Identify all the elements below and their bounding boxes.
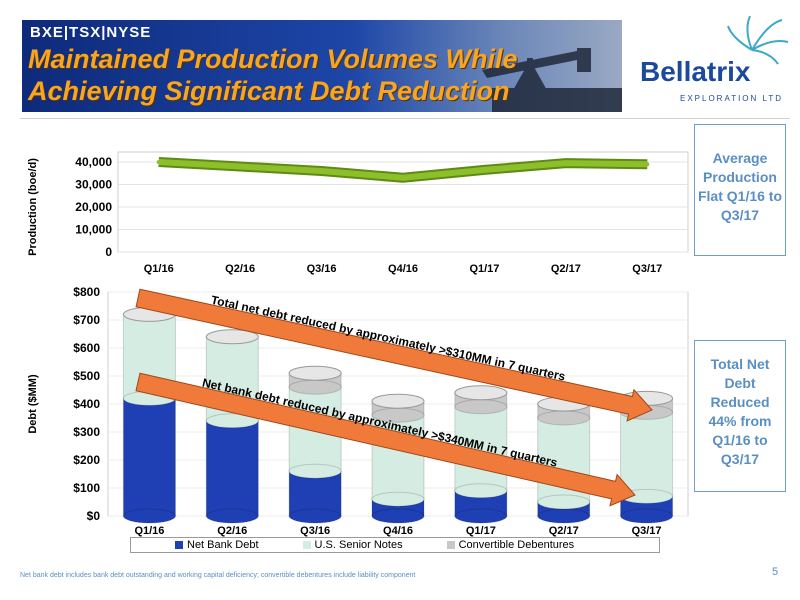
- debt-bar-cap: [620, 508, 674, 524]
- legend-label-converts: Convertible Debentures: [458, 539, 575, 551]
- debt-bar-cap: [122, 508, 176, 524]
- debt-xtick-label: Q2/17: [549, 525, 579, 537]
- page-number: 5: [772, 566, 779, 578]
- oil-pump-silhouette: [482, 48, 622, 112]
- debt-ytick-label: $800: [73, 285, 100, 299]
- debt-xtick-label: Q1/16: [134, 525, 164, 537]
- production-chart: 0 10,000 20,000 30,000 40,000 Q1/16 Q2/16 Q3/16…: [27, 151, 689, 275]
- footnote: Net bank debt includes bank debt outstan…: [20, 572, 416, 579]
- prod-xtick-label: Q4/16: [388, 263, 418, 275]
- debt-bar-cap: [537, 508, 591, 524]
- debt-legend: Net Bank Debt U.S. Senior Notes Converti…: [130, 537, 660, 553]
- legend-item-notes: U.S. Senior Notes: [302, 539, 403, 551]
- prod-xtick-label: Q2/17: [551, 263, 581, 275]
- debt-xtick-label: Q4/16: [383, 525, 413, 537]
- debt-bar-cap: [454, 508, 508, 524]
- debt-xtick-label: Q2/16: [217, 525, 247, 537]
- logo-name: Bellatrix: [640, 56, 751, 87]
- debt-bar-cap: [205, 413, 259, 429]
- debt-bar-cap: [537, 494, 591, 510]
- prod-data-point: [156, 160, 161, 164]
- debt-xtick-label: Q3/16: [300, 525, 330, 537]
- debt-ytick-label: $400: [73, 397, 100, 411]
- debt-bar-cap: [288, 508, 342, 524]
- legend-item-bank: Net Bank Debt: [175, 539, 259, 551]
- debt-ytick-label: $500: [73, 369, 100, 383]
- prod-data-point: [238, 164, 243, 169]
- bank-debt-arrow-shape: [135, 372, 636, 507]
- debt-ytick-label: $200: [73, 453, 100, 467]
- prod-ytick-label: 30,000: [75, 178, 112, 192]
- prod-data-point: [319, 169, 324, 173]
- prod-xtick-label: Q3/17: [632, 263, 662, 275]
- debt-bar-cap: [288, 379, 342, 395]
- logo-subtitle: EXPLORATION LTD: [680, 94, 784, 103]
- prod-xtick-label: Q1/16: [144, 263, 174, 275]
- header-divider: [20, 118, 790, 119]
- exchange-listing: BXE|TSX|NYSE: [30, 24, 152, 41]
- prod-ytick-label: 40,000: [75, 155, 112, 169]
- debt-bar-top: [205, 329, 259, 345]
- prod-data-point: [482, 167, 487, 172]
- debt-bar-cap: [454, 399, 508, 415]
- prod-xtick-label: Q1/17: [469, 263, 499, 275]
- legend-label-bank: Net Bank Debt: [187, 539, 259, 551]
- debt-bar-cap: [205, 508, 259, 524]
- prod-data-point: [645, 162, 650, 167]
- debt-callout: Total Net Debt Reduced 44% from Q1/16 to…: [694, 340, 786, 492]
- slide-title-line1: Maintained Production Volumes While: [28, 44, 518, 74]
- debt-ytick-label: $0: [87, 509, 101, 523]
- slide-title-line2: Achieving Significant Debt Reduction: [28, 76, 510, 106]
- prod-xtick-label: Q3/16: [307, 263, 337, 275]
- debt-bar-cap: [537, 410, 591, 426]
- debt-bar-cap: [371, 508, 425, 524]
- debt-xtick-label: Q3/17: [632, 525, 662, 537]
- prod-data-point: [563, 161, 568, 166]
- legend-swatch-converts: [446, 541, 455, 549]
- debt-bar-segment: [620, 411, 674, 497]
- debt-chart: $0 $100 $200 $300 $400 $500 $600 $700 $800 Q1/16 Q…: [27, 285, 689, 537]
- legend-item-converts: Convertible Debentures: [446, 539, 575, 551]
- debt-y-axis-label: Debt ($MM): [27, 374, 39, 434]
- debt-bar-top: [288, 365, 342, 381]
- legend-swatch-bank: [175, 541, 183, 549]
- debt-bar-segment: [122, 397, 176, 517]
- total-debt-arrow-shape: [135, 288, 653, 422]
- production-callout: Average Production Flat Q1/16 to Q3/17: [694, 124, 786, 256]
- legend-swatch-notes: [302, 541, 311, 549]
- prod-y-axis-label: Production (boe/d): [27, 158, 39, 256]
- debt-bar-top: [454, 385, 508, 401]
- debt-bar-cap: [454, 483, 508, 499]
- debt-bar-top: [371, 393, 425, 409]
- debt-ytick-label: $700: [73, 313, 100, 327]
- legend-label-notes: U.S. Senior Notes: [314, 539, 403, 551]
- debt-ytick-label: $600: [73, 341, 100, 355]
- prod-ytick-label: 0: [105, 245, 112, 259]
- company-logo: Bellatrix EXPLORATION LTD: [632, 16, 792, 106]
- prod-ytick-label: 20,000: [75, 200, 112, 214]
- debt-ytick-label: $300: [73, 425, 100, 439]
- debt-xtick-label: Q1/17: [466, 525, 496, 537]
- prod-xtick-label: Q2/16: [225, 263, 255, 275]
- debt-bar-segment: [205, 420, 259, 517]
- debt-bar-cap: [371, 491, 425, 507]
- prod-ytick-label: 10,000: [75, 223, 112, 237]
- debt-bar-cap: [288, 463, 342, 479]
- debt-ytick-label: $100: [73, 481, 100, 495]
- prod-data-point: [401, 175, 405, 180]
- star-burst-icon: [727, 16, 789, 65]
- title-banner: BXE|TSX|NYSE Maintained Production Volum…: [22, 20, 622, 112]
- debt-bar-segment: [288, 470, 342, 517]
